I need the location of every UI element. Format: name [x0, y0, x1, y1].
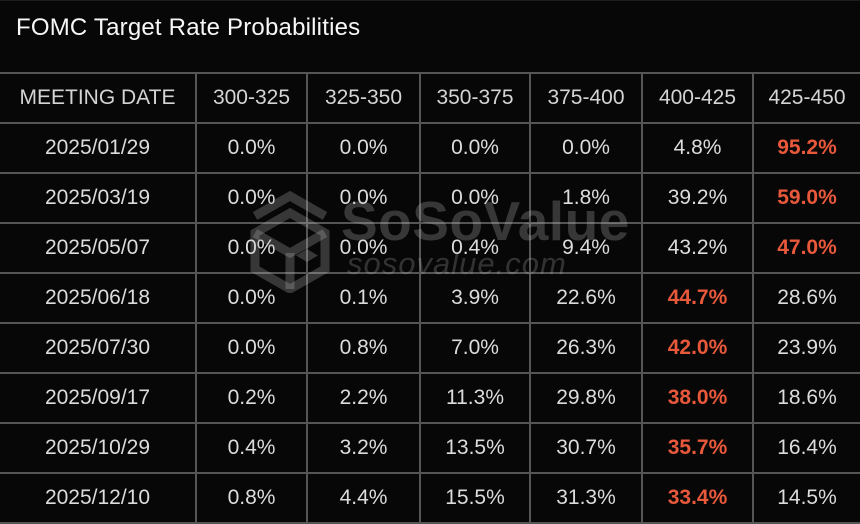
- table-row: 2025/09/17 0.2% 2.2% 11.3% 29.8% 38.0% 18.6%: [0, 372, 860, 424]
- probability-cell: 44.7%: [641, 272, 754, 324]
- probability-cell: 1.8%: [529, 172, 643, 224]
- probability-cell: 0.4%: [419, 222, 531, 274]
- column-header-meeting-date: MEETING DATE: [0, 72, 197, 124]
- column-header: 325-350: [306, 72, 421, 124]
- probability-cell: 35.7%: [641, 422, 754, 474]
- probability-cell: 7.0%: [419, 322, 531, 374]
- probability-cell: 0.0%: [306, 222, 421, 274]
- probability-cell: 3.9%: [419, 272, 531, 324]
- probability-cell: 39.2%: [641, 172, 754, 224]
- meeting-date-cell: 2025/10/29: [0, 422, 197, 474]
- table-row: 2025/06/18 0.0% 0.1% 3.9% 22.6% 44.7% 28.6%: [0, 272, 860, 324]
- probability-cell: 95.2%: [752, 122, 860, 174]
- meeting-date-cell: 2025/06/18: [0, 272, 197, 324]
- probability-cell: 2.2%: [306, 372, 421, 424]
- probability-cell: 0.0%: [195, 222, 308, 274]
- probability-cell: 18.6%: [752, 372, 860, 424]
- probability-cell: 0.0%: [195, 272, 308, 324]
- probability-cell: 0.0%: [306, 172, 421, 224]
- probability-cell: 23.9%: [752, 322, 860, 374]
- column-header: 400-425: [641, 72, 754, 124]
- title-bar: FOMC Target Rate Probabilities: [0, 1, 860, 72]
- probability-cell: 47.0%: [752, 222, 860, 274]
- table-row: 2025/01/29 0.0% 0.0% 0.0% 0.0% 4.8% 95.2%: [0, 122, 860, 174]
- meeting-date-cell: 2025/05/07: [0, 222, 197, 274]
- probability-cell: 13.5%: [419, 422, 531, 474]
- probability-cell: 0.0%: [419, 172, 531, 224]
- column-header: 375-400: [529, 72, 643, 124]
- probability-cell: 43.2%: [641, 222, 754, 274]
- probability-cell: 15.5%: [419, 472, 531, 524]
- probability-cell: 33.4%: [641, 472, 754, 524]
- column-header: 350-375: [419, 72, 531, 124]
- probability-cell: 0.1%: [306, 272, 421, 324]
- probability-cell: 3.2%: [306, 422, 421, 474]
- probability-cell: 11.3%: [419, 372, 531, 424]
- probability-cell: 38.0%: [641, 372, 754, 424]
- meeting-date-cell: 2025/12/10: [0, 472, 197, 524]
- table-row: 2025/05/07 0.0% 0.0% 0.4% 9.4% 43.2% 47.0%: [0, 222, 860, 274]
- probability-cell: 0.0%: [529, 122, 643, 174]
- probability-cell: 42.0%: [641, 322, 754, 374]
- probability-cell: 0.0%: [195, 122, 308, 174]
- meeting-date-cell: 2025/03/19: [0, 172, 197, 224]
- column-header: 300-325: [195, 72, 308, 124]
- table-row: 2025/07/30 0.0% 0.8% 7.0% 26.3% 42.0% 23.9%: [0, 322, 860, 374]
- probability-cell: 31.3%: [529, 472, 643, 524]
- probability-cell: 0.0%: [195, 172, 308, 224]
- table-body: 2025/01/29 0.0% 0.0% 0.0% 0.0% 4.8% 95.2% 2025/…: [0, 122, 860, 524]
- probability-cell: 0.0%: [419, 122, 531, 174]
- table-row: 2025/03/19 0.0% 0.0% 0.0% 1.8% 39.2% 59.0%: [0, 172, 860, 224]
- column-header: 425-450: [752, 72, 860, 124]
- header-row: MEETING DATE 300-325 325-350 350-375 375-400…: [0, 72, 860, 124]
- meeting-date-cell: 2025/07/30: [0, 322, 197, 374]
- probability-cell: 0.4%: [195, 422, 308, 474]
- probability-cell: 4.8%: [641, 122, 754, 174]
- table-row: 2025/10/29 0.4% 3.2% 13.5% 30.7% 35.7% 16.4%: [0, 422, 860, 474]
- probability-cell: 0.2%: [195, 372, 308, 424]
- probability-cell: 22.6%: [529, 272, 643, 324]
- table-row: 2025/12/10 0.8% 4.4% 15.5% 31.3% 33.4% 14.5%: [0, 472, 860, 524]
- meeting-date-cell: 2025/09/17: [0, 372, 197, 424]
- probability-cell: 0.0%: [195, 322, 308, 374]
- probability-cell: 9.4%: [529, 222, 643, 274]
- page-title: FOMC Target Rate Probabilities: [16, 14, 361, 41]
- probability-cell: 29.8%: [529, 372, 643, 424]
- probability-cell: 30.7%: [529, 422, 643, 474]
- probability-cell: 28.6%: [752, 272, 860, 324]
- probability-cell: 59.0%: [752, 172, 860, 224]
- probability-cell: 0.8%: [195, 472, 308, 524]
- probability-cell: 26.3%: [529, 322, 643, 374]
- probability-cell: 14.5%: [752, 472, 860, 524]
- probability-cell: 4.4%: [306, 472, 421, 524]
- probability-cell: 0.8%: [306, 322, 421, 374]
- fomc-probabilities-table: MEETING DATE 300-325 325-350 350-375 375-400…: [0, 72, 860, 524]
- probability-cell: 16.4%: [752, 422, 860, 474]
- probability-cell: 0.0%: [306, 122, 421, 174]
- meeting-date-cell: 2025/01/29: [0, 122, 197, 174]
